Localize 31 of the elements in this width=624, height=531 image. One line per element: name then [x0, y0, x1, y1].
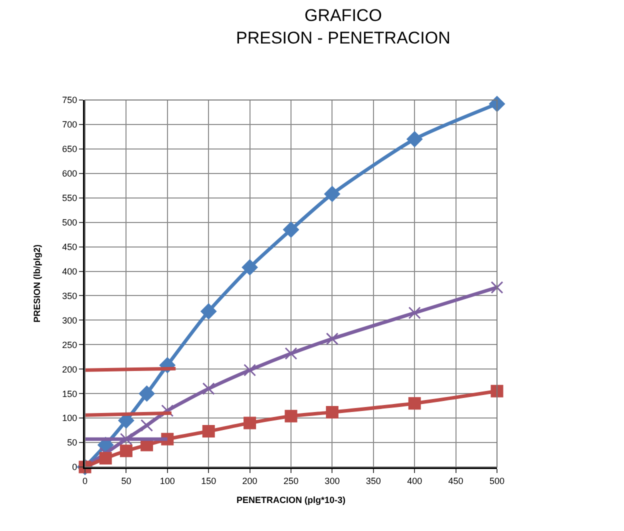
- y-tick-label: 500: [62, 217, 78, 228]
- x-tick-label: 500: [489, 476, 505, 486]
- y-tick-label: 200: [62, 364, 78, 374]
- y-tick-label: 450: [62, 242, 78, 252]
- x-tick-label: 150: [201, 476, 216, 486]
- y-tick-label: 50: [67, 438, 78, 448]
- x-tick-label: 250: [283, 476, 299, 486]
- y-tick-label: 550: [62, 193, 78, 204]
- y-tick-label: 750: [62, 95, 78, 106]
- y-tick-label: 650: [62, 144, 78, 154]
- x-tick-label: 300: [324, 476, 340, 486]
- x-tick-label: 450: [448, 476, 464, 486]
- y-tick-label: 300: [62, 315, 78, 326]
- chart-title: GRAFICO: [304, 6, 382, 26]
- x-tick-label: 50: [121, 476, 132, 486]
- x-tick-label: 0: [82, 476, 88, 486]
- y-tick-label: 600: [62, 168, 78, 179]
- x-tick-label: 350: [366, 476, 381, 486]
- x-tick-label: 400: [407, 476, 422, 486]
- x-tick-label: 200: [242, 476, 258, 486]
- x-tick-label: 100: [160, 476, 175, 486]
- y-tick-label: 0: [72, 462, 78, 472]
- y-tick-label: 350: [62, 290, 78, 301]
- y-tick-label: 150: [62, 388, 78, 399]
- y-tick-label: 100: [62, 413, 78, 424]
- x-axis-title: PENETRACION (plg*10-3): [236, 495, 346, 506]
- chart-subtitle: PRESION - PENETRACION: [236, 28, 450, 48]
- y-tick-label: 700: [62, 120, 78, 130]
- y-tick-label: 250: [62, 340, 78, 350]
- y-axis-title: PRESION (lb/plg2): [32, 244, 42, 323]
- y-tick-label: 400: [62, 266, 78, 276]
